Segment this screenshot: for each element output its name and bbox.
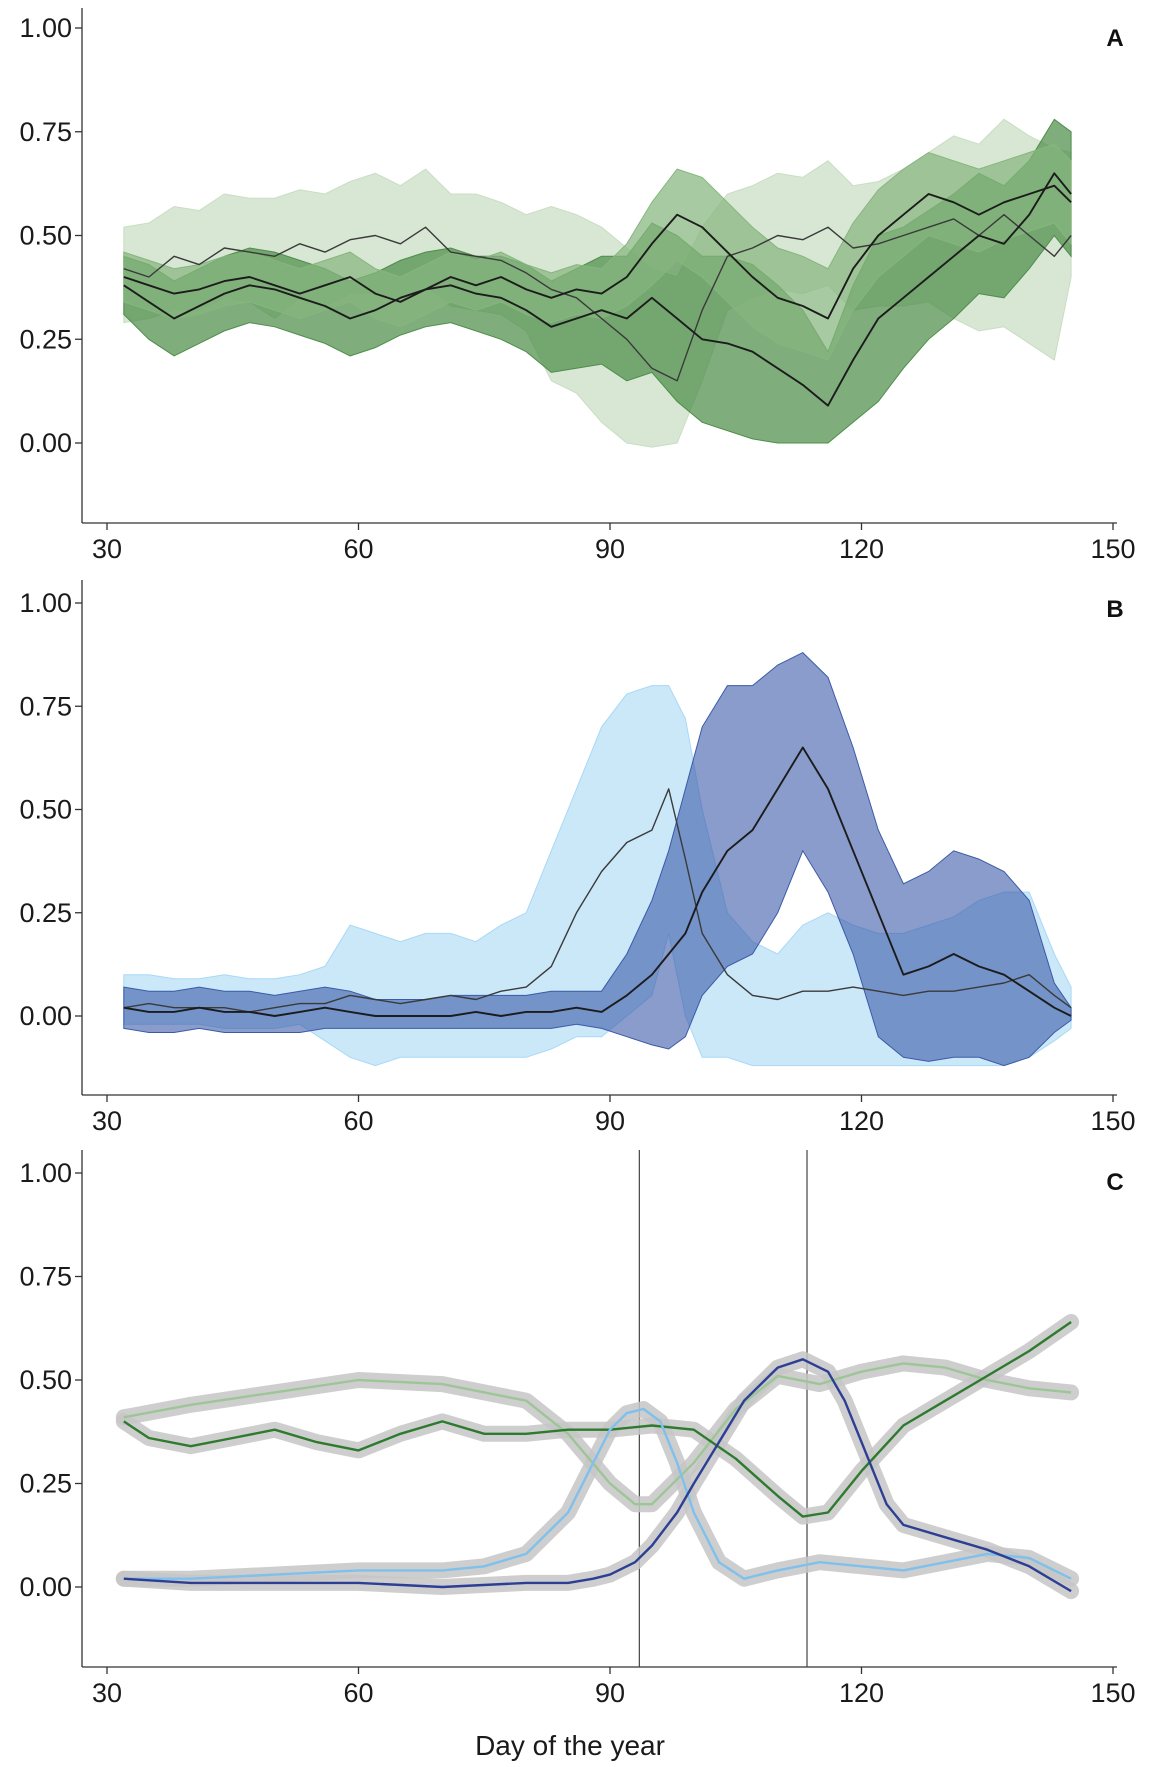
panel-b-letter: B — [1106, 596, 1123, 623]
y-tick-label: 1.00 — [19, 13, 72, 43]
y-tick-label: 1.00 — [19, 1158, 72, 1188]
mean-series-line — [123, 184, 1072, 320]
panel-b: 0.00 0.25 0.50 0.75 1.00 30 60 90 120 150 — [19, 580, 1136, 1136]
y-tick-label: 0.50 — [19, 1365, 72, 1395]
mean-series-line — [123, 172, 1072, 407]
x-tick-label: 60 — [343, 1678, 373, 1708]
mean-series-line — [123, 788, 1072, 1013]
y-tick-label: 0.75 — [19, 117, 72, 147]
ci-band — [123, 685, 1072, 1067]
ci-band — [123, 651, 1072, 1067]
panel-a: 0.00 0.25 0.50 0.75 1.00 30 60 90 120 150 — [19, 8, 1136, 564]
x-axis-title: Day of the year — [475, 1730, 665, 1761]
panel-a-letter: A — [1106, 25, 1123, 52]
x-tick-label: 90 — [595, 534, 625, 564]
x-tick-label: 90 — [595, 1678, 625, 1708]
y-tick-label: 0.50 — [19, 221, 72, 251]
smooth-series-line — [123, 1358, 1072, 1593]
x-tick-label: 120 — [839, 1678, 884, 1708]
y-tick-label: 0.00 — [19, 1572, 72, 1602]
x-tick-label: 120 — [839, 534, 884, 564]
y-tick-label: 1.00 — [19, 588, 72, 618]
x-tick-label: 150 — [1090, 1678, 1135, 1708]
mean-series-line — [123, 213, 1072, 382]
x-tick-label: 30 — [92, 534, 122, 564]
y-tick-label: 0.00 — [19, 1001, 72, 1031]
x-tick-label: 60 — [343, 534, 373, 564]
mean-series-line — [123, 746, 1072, 1017]
x-tick-label: 30 — [92, 1678, 122, 1708]
y-tick-label: 0.50 — [19, 795, 72, 825]
y-tick-label: 0.75 — [19, 1262, 72, 1292]
y-tick-label: 0.75 — [19, 691, 72, 721]
x-tick-label: 60 — [343, 1106, 373, 1136]
smooth-series-line — [123, 1407, 1072, 1580]
y-tick-label: 0.00 — [19, 428, 72, 458]
x-tick-label: 90 — [595, 1106, 625, 1136]
x-tick-label: 150 — [1090, 1106, 1135, 1136]
y-tick-label: 0.25 — [19, 324, 72, 354]
panel-c: 0.00 0.25 0.50 0.75 1.00 30 60 90 120 150 — [19, 1150, 1136, 1708]
panel-c-letter: C — [1106, 1169, 1123, 1196]
y-tick-label: 0.25 — [19, 898, 72, 928]
x-tick-label: 30 — [92, 1106, 122, 1136]
y-tick-label: 0.25 — [19, 1469, 72, 1499]
smooth-ci-band — [115, 1314, 1080, 1525]
x-tick-label: 120 — [839, 1106, 884, 1136]
smooth-series-line — [123, 1362, 1072, 1506]
x-tick-label: 150 — [1090, 534, 1135, 564]
